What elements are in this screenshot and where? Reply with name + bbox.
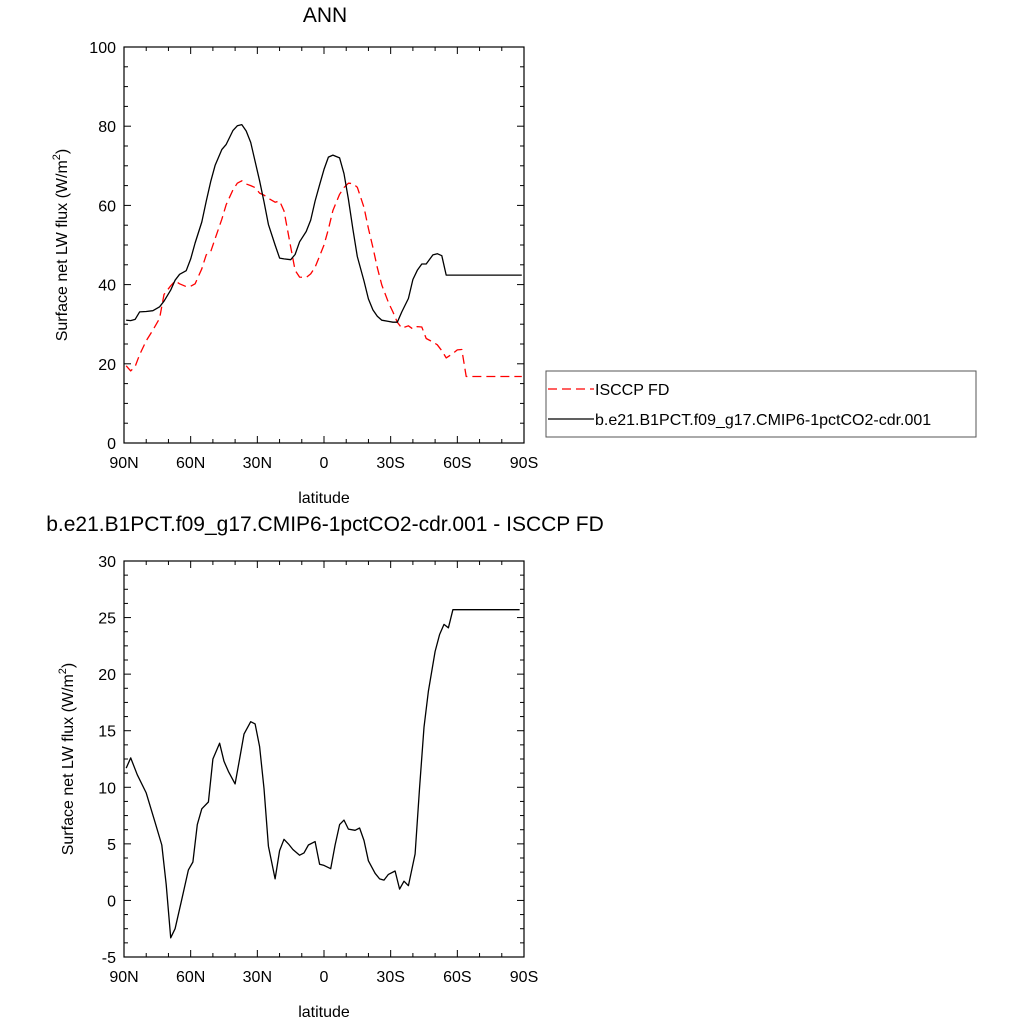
ticks-top: 0 20 40 60 80 100 90N 60N 30N 0 30S 60S 90S — [89, 40, 538, 472]
y-tick-label-bottom: 30 — [98, 554, 116, 571]
y-axis-label-top-main: Surface net LW flux (W/m — [54, 160, 71, 341]
y-tick-label-top: 40 — [98, 278, 116, 295]
plot-frame-bottom — [123, 560, 525, 958]
y-tick-label-top: 0 — [107, 436, 116, 453]
x-tick-label-top: 30S — [376, 455, 404, 472]
series-line-top-1 — [126, 123, 522, 323]
y-tick-label-bottom: 20 — [98, 667, 116, 684]
y-tick-label-top: 100 — [89, 40, 116, 57]
y-axis-label-top-close: ) — [54, 149, 71, 154]
x-tick-label-top: 0 — [320, 455, 329, 472]
x-tick-label-top: 90N — [109, 455, 138, 472]
series-line-bottom-0 — [125, 609, 520, 939]
x-tick-label-top: 30N — [243, 455, 272, 472]
y-tick-label-bottom: 0 — [107, 893, 116, 910]
chart-panel-top: ANN 0 20 40 60 80 100 90N 60N 30N 0 30S 60S 90S lati… — [51, 4, 977, 507]
x-tick-label-top: 60S — [443, 455, 471, 472]
x-axis-label-top: latitude — [298, 490, 350, 507]
x-tick-label-bottom: 30S — [376, 969, 404, 986]
series-bottom — [125, 609, 520, 939]
x-tick-label-bottom: 90N — [109, 969, 138, 986]
chart-title-bottom: b.e21.B1PCT.f09_g17.CMIP6-1pctCO2-cdr.00… — [46, 513, 604, 536]
x-tick-label-bottom: 0 — [320, 969, 329, 986]
y-axis-label-top: Surface net LW flux (W/m2) — [51, 149, 71, 342]
y-tick-label-bottom: 5 — [107, 837, 116, 854]
x-tick-label-bottom: 90S — [510, 969, 538, 986]
y-tick-label-bottom: -5 — [102, 950, 116, 967]
legend: ISCCP FD b.e21.B1PCT.f09_g17.CMIP6-1pctC… — [545, 370, 977, 438]
ticks-bottom: -5 0 5 10 15 20 25 30 90N 60N 30N 0 30S 60S 90S — [98, 554, 538, 986]
legend-label-model: b.e21.B1PCT.f09_g17.CMIP6-1pctCO2-cdr.00… — [595, 412, 931, 429]
y-axis-label-top-sup: 2 — [51, 154, 63, 160]
x-tick-label-bottom: 60N — [176, 969, 205, 986]
legend-box — [545, 370, 977, 438]
x-axis-label-bottom: latitude — [298, 1004, 350, 1021]
y-axis-label-bottom-sup: 2 — [57, 668, 69, 674]
y-tick-label-bottom: 25 — [98, 611, 116, 628]
y-tick-label-bottom: 10 — [98, 780, 116, 797]
x-tick-label-top: 60N — [176, 455, 205, 472]
y-tick-label-top: 80 — [98, 119, 116, 136]
chart-panel-bottom: b.e21.B1PCT.f09_g17.CMIP6-1pctCO2-cdr.00… — [46, 513, 604, 1021]
series-line-top-0 — [125, 180, 522, 378]
y-tick-label-top: 20 — [98, 357, 116, 374]
y-axis-label-bottom-close: ) — [60, 663, 77, 668]
x-tick-label-bottom: 60S — [443, 969, 471, 986]
y-axis-label-bottom: Surface net LW flux (W/m2) — [57, 663, 77, 856]
x-tick-label-top: 90S — [510, 455, 538, 472]
y-axis-label-bottom-main: Surface net LW flux (W/m — [60, 674, 77, 855]
y-tick-label-bottom: 15 — [98, 724, 116, 741]
series-top — [125, 123, 522, 378]
x-tick-label-bottom: 30N — [243, 969, 272, 986]
legend-label-isccp: ISCCP FD — [595, 382, 669, 399]
chart-title-top: ANN — [303, 4, 347, 27]
y-tick-label-top: 60 — [98, 198, 116, 215]
